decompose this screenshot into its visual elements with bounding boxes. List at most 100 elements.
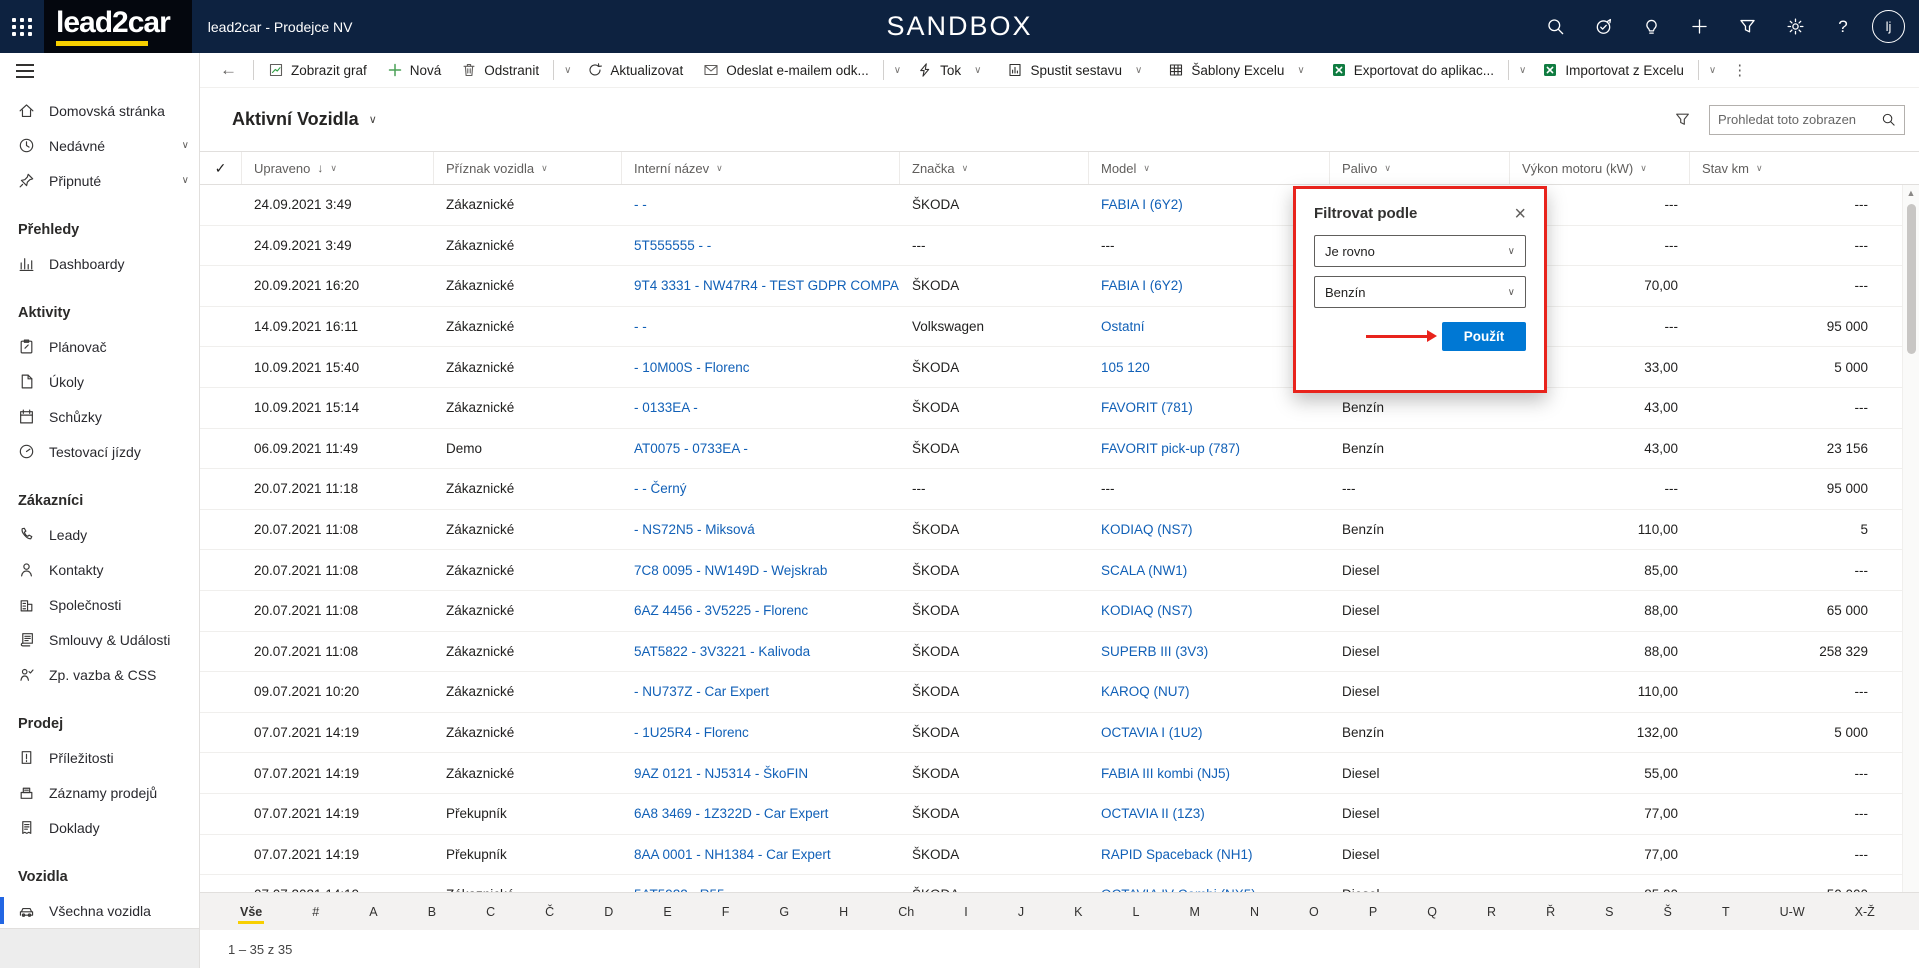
search-input[interactable] — [1718, 112, 1881, 127]
chevron-down-icon[interactable]: ∨ — [1297, 64, 1305, 76]
app-launcher-icon[interactable] — [0, 0, 44, 53]
table-row[interactable]: 10.09.2021 15:40 Zákaznické - 10M00S - Flo… — [200, 347, 1919, 388]
jump-letter-š[interactable]: Š — [1663, 904, 1672, 919]
sidebar-item-z-znamy-prodej-[interactable]: Záznamy prodejů — [0, 775, 199, 810]
scroll-up-icon[interactable]: ▲ — [1906, 188, 1916, 198]
chevron-down-icon[interactable]: ∨ — [541, 162, 548, 173]
chevron-down-icon[interactable]: ∨ — [1708, 64, 1717, 76]
chevron-down-icon[interactable]: ∨ — [1640, 162, 1647, 173]
cell-model[interactable]: OCTAVIA IV Combi (NX5) — [1089, 875, 1330, 892]
cell-model[interactable]: FABIA I (6Y2) — [1101, 197, 1183, 213]
filter-icon[interactable] — [1728, 8, 1766, 46]
sidebar-item-smlouvy-ud-losti[interactable]: Smlouvy & Události — [0, 622, 199, 657]
zobrazit-graf-button[interactable]: Zobrazit graf — [258, 56, 377, 84]
plus-icon[interactable] — [1680, 8, 1718, 46]
table-row[interactable]: 20.07.2021 11:18 Zákaznické - - Černý --- --… — [200, 469, 1919, 510]
sidebar-item--koly[interactable]: Úkoly — [0, 364, 199, 399]
cell-model[interactable]: OCTAVIA II (1Z3) — [1101, 806, 1205, 822]
jump-letter-o[interactable]: O — [1309, 904, 1319, 919]
jump-letter-s[interactable]: S — [1605, 904, 1614, 919]
cell-model[interactable]: Ostatní — [1101, 319, 1145, 335]
chevron-down-icon[interactable]: ∨ — [330, 162, 337, 173]
jump-letter-#[interactable]: # — [312, 904, 320, 919]
cell-interni-nazev[interactable]: AT0075 - 0733EA - — [634, 440, 748, 456]
chevron-down-icon[interactable]: ∨ — [1143, 162, 1151, 173]
spustit-sestavu-button[interactable]: Spustit sestavu ∨ — [997, 56, 1158, 84]
sidebar-item-zp-vazba-css[interactable]: Zp. vazba & CSS — [0, 657, 199, 692]
-ablony-excelu-button[interactable]: Šablony Excelu ∨ — [1158, 56, 1320, 84]
jump-letter-n[interactable]: N — [1249, 904, 1259, 919]
chevron-down-icon[interactable]: ∨ — [181, 175, 189, 186]
jump-letter-x-ž[interactable]: X-Ž — [1854, 904, 1875, 919]
sidebar-item-dashboardy[interactable]: Dashboardy — [0, 246, 199, 281]
cell-interni-nazev[interactable]: - - Černý — [634, 481, 687, 497]
table-row[interactable]: 20.07.2021 11:08 Zákaznické 7C8 0095 - NW1… — [200, 550, 1919, 591]
close-icon[interactable]: × — [1514, 202, 1526, 225]
cell-interni-nazev[interactable]: 7C8 0095 - NW149D - Wejskrab — [634, 562, 828, 578]
filter-value-select[interactable]: Benzín ∨ — [1314, 276, 1526, 308]
cell-model[interactable]: FAVORIT pick-up (787) — [1101, 440, 1241, 456]
column-header-vykon[interactable]: Výkon motoru (kW) ∨ — [1510, 152, 1690, 184]
sidebar-item-leady[interactable]: Leady — [0, 517, 199, 552]
chevron-down-icon[interactable]: ∨ — [564, 64, 572, 76]
avatar[interactable]: lj — [1872, 10, 1905, 43]
table-row[interactable]: 20.07.2021 11:08 Zákaznické - NS72N5 - Mik… — [200, 510, 1919, 551]
jump-letter-u-w[interactable]: U-W — [1779, 904, 1805, 919]
apply-filter-button[interactable]: Použít — [1442, 322, 1526, 351]
odeslat-e-mailem-odk--button[interactable]: Odeslat e-mailem odk... — [693, 56, 879, 84]
sitemap-toggle-icon[interactable] — [0, 53, 199, 88]
cell-interni-nazev[interactable]: - - — [634, 197, 647, 213]
aktualizovat-button[interactable]: Aktualizovat — [577, 56, 693, 84]
cell-interni-nazev[interactable]: - NS72N5 - Miksová — [634, 522, 755, 538]
table-row[interactable]: 20.07.2021 11:08 Zákaznické 5AT5822 - 3V32… — [200, 632, 1919, 673]
cell-interni-nazev[interactable]: 5AT5922 - R55 — [622, 875, 900, 892]
importovat-z-excelu-button[interactable]: Importovat z Excelu — [1532, 56, 1694, 84]
jump-letter-l[interactable]: L — [1132, 904, 1140, 919]
cell-interni-nazev[interactable]: 8AA 0001 - NH1384 - Car Expert — [634, 846, 831, 862]
cell-model[interactable]: KODIAQ (NS7) — [1101, 603, 1193, 619]
jump-letter-i[interactable]: I — [964, 904, 968, 919]
chevron-down-icon[interactable]: ∨ — [1519, 64, 1527, 76]
insights-icon[interactable] — [1584, 8, 1622, 46]
cell-interni-nazev[interactable]: - NU737Z - Car Expert — [634, 684, 770, 700]
cell-interni-nazev[interactable]: - 10M00S - Florenc — [634, 359, 750, 375]
column-header-priznak[interactable]: Příznak vozidla ∨ — [434, 152, 622, 184]
back-button[interactable]: ← — [220, 60, 237, 79]
jump-letter-g[interactable]: G — [779, 904, 790, 919]
cell-interni-nazev[interactable]: 5AT5822 - 3V3221 - Kalivoda — [634, 643, 811, 659]
search-icon[interactable] — [1536, 8, 1574, 46]
cell-model[interactable]: FABIA III kombi (NJ5) — [1101, 765, 1231, 781]
jump-letter-h[interactable]: H — [839, 904, 849, 919]
chevron-down-icon[interactable]: ∨ — [716, 162, 723, 173]
column-header-model[interactable]: Model ∨ — [1089, 152, 1330, 184]
jump-letter-p[interactable]: P — [1368, 904, 1378, 919]
sidebar-item-pl-nova-[interactable]: Plánovač — [0, 329, 199, 364]
jump-letter-j[interactable]: J — [1017, 904, 1025, 919]
table-row[interactable]: 24.09.2021 3:49 Zákaznické - - ŠKODA FABIA I… — [200, 185, 1919, 226]
tok-button[interactable]: Tok ∨ — [907, 56, 997, 84]
lightbulb-icon[interactable] — [1632, 8, 1670, 46]
sidebar-item-spole-nosti[interactable]: Společnosti — [0, 587, 199, 622]
help-icon[interactable]: ? — [1838, 16, 1848, 36]
cell-interni-nazev[interactable]: - - — [634, 319, 647, 335]
column-header-palivo[interactable]: Palivo ∨ — [1330, 152, 1510, 184]
table-row[interactable]: 20.09.2021 16:20 Zákaznické 9T4 3331 - NW4… — [200, 266, 1919, 307]
table-row[interactable]: 07.07.2021 14:19 Překupník 6A8 3469 - 1Z32… — [200, 794, 1919, 835]
jump-letter-c[interactable]: C — [486, 904, 496, 919]
sidebar-item-v-echna-vozidla[interactable]: Všechna vozidla — [0, 893, 199, 928]
jump-letter-r[interactable]: R — [1487, 904, 1497, 919]
chevron-down-icon[interactable]: ∨ — [1134, 64, 1143, 76]
cell-interni-nazev[interactable]: 5T555555 - - — [634, 237, 712, 253]
jump-letter-d[interactable]: D — [604, 904, 614, 919]
column-header-stav[interactable]: Stav km ∨ — [1702, 160, 1763, 176]
search-icon[interactable] — [1881, 112, 1896, 127]
chevron-down-icon[interactable]: ∨ — [1384, 162, 1392, 173]
chevron-down-icon[interactable]: ∨ — [893, 64, 902, 76]
table-row[interactable]: 24.09.2021 3:49 Zákaznické 5T555555 - - ---… — [200, 226, 1919, 267]
table-row[interactable]: 07.07.2021 14:19Zákaznické5AT5922 - R55Š… — [200, 875, 1919, 892]
jump-letter-ř[interactable]: Ř — [1546, 904, 1556, 919]
table-row[interactable]: 06.09.2021 11:49 Demo AT0075 - 0733EA - ŠKO… — [200, 429, 1919, 470]
column-header-znacka[interactable]: Značka ∨ — [900, 152, 1089, 184]
cell-model[interactable]: KAROQ (NU7) — [1101, 684, 1190, 700]
filter-operator-select[interactable]: Je rovno ∨ — [1314, 235, 1526, 267]
